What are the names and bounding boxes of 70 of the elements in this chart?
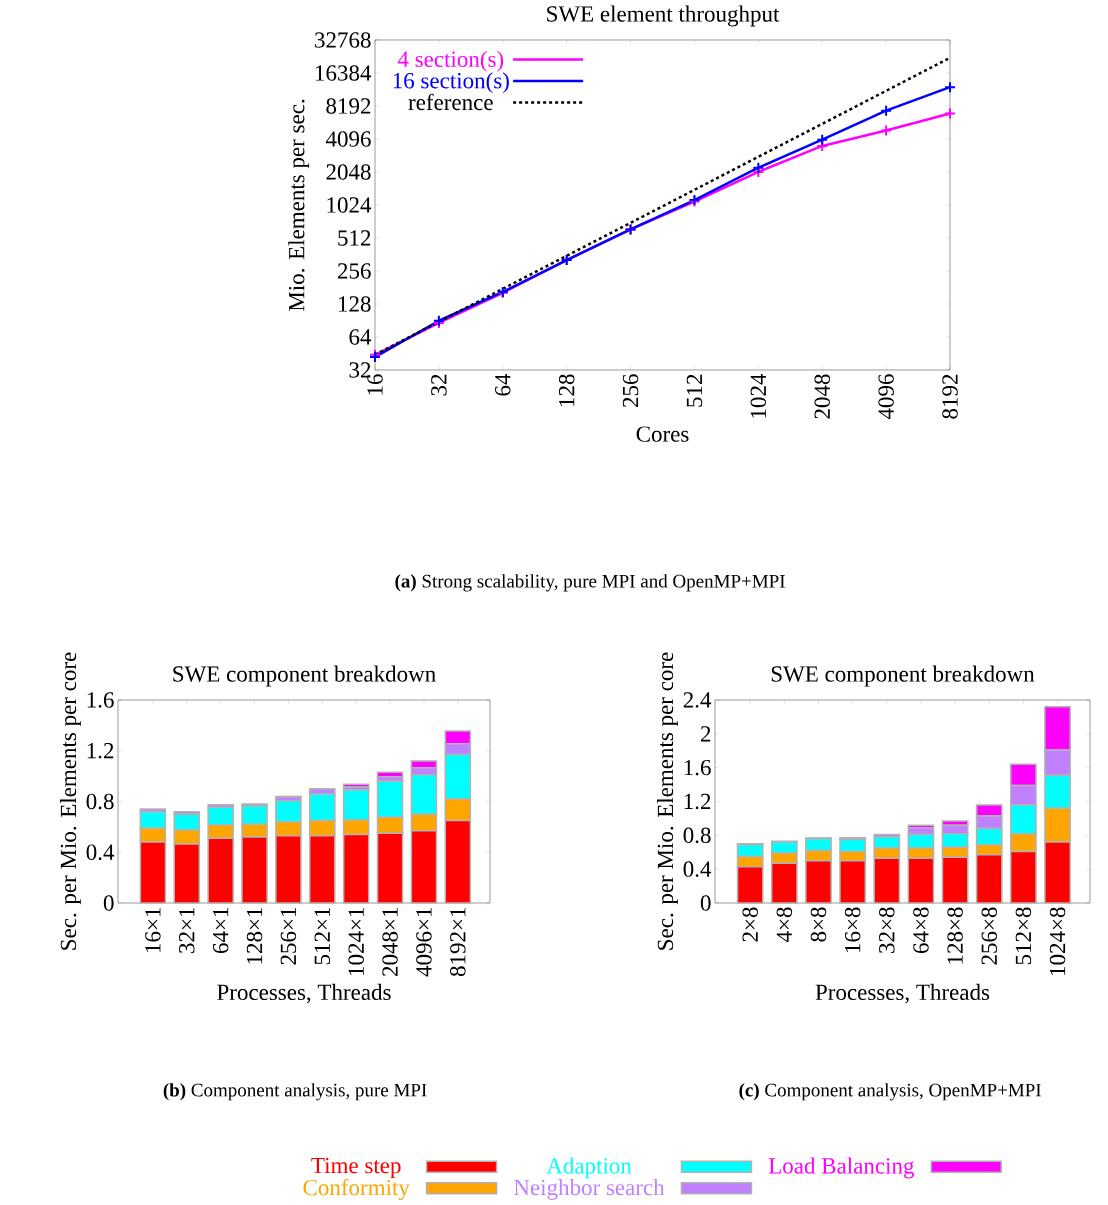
text: 16 section(s) [393, 72, 509, 94]
legend-label: Adaption [546, 1157, 632, 1179]
legend-label: Time step [311, 1157, 401, 1178]
x-tick-label: 1024×8 [1049, 907, 1066, 975]
x-tick-label: 8192×1 [450, 907, 466, 977]
text: reference [408, 93, 493, 111]
x-tick-label: 32×8 [879, 907, 895, 953]
text: (c) Component analysis, OpenMP+MPI [739, 1083, 1041, 1101]
chart-title: SWE element throughput [547, 5, 780, 27]
chart-title: SWE component breakdown [771, 665, 1035, 687]
y-tick-label: 1.6 [684, 759, 711, 776]
y-tick-label: 16384 [315, 65, 372, 81]
x-tick-label: 256 [622, 374, 639, 408]
y-tick-label: 0 [700, 895, 711, 911]
y-tick-label: 512 [338, 230, 371, 246]
text: 4 section(s) [397, 50, 504, 72]
x-tick-label: 16×1 [145, 907, 161, 952]
x-tick-label: 128×1 [246, 907, 263, 964]
x-tick-label: 256×1 [280, 907, 297, 965]
y-tick-label: 1.2 [87, 742, 114, 759]
x-tick-label: 2048×1 [382, 907, 398, 976]
x-tick-label: 64×1 [212, 907, 229, 954]
text: (a) Strong scalability, pure MPI and OpenMP+MPI [395, 574, 785, 592]
x-tick-label: 512×1 [314, 907, 331, 965]
y-tick-label: 0.4 [683, 861, 712, 877]
text: (b) Component analysis, pure MPI [163, 1083, 427, 1101]
x-tick-label: 2×8 [742, 907, 758, 942]
x-axis-title: Processes, Threads [217, 983, 391, 1004]
x-tick-label: 64×8 [913, 907, 929, 954]
x-axis-title: Cores [636, 426, 689, 442]
y-tick-label: 8192 [326, 98, 371, 114]
y-tick-label: 1.2 [684, 793, 711, 810]
x-tick-label: 64 [495, 373, 511, 396]
y-tick-label: 256 [337, 263, 371, 279]
legend-label: Neighbor search [514, 1179, 665, 1200]
y-tick-label: 2.4 [683, 692, 712, 708]
y-tick-label: 4096 [325, 131, 371, 147]
y-tick-label: 64 [349, 329, 372, 345]
y-tick-label: 0.4 [86, 844, 115, 861]
x-tick-label: 4096×1 [416, 907, 432, 977]
y-axis-title: Mio. Elements per sec. [288, 99, 310, 311]
y-tick-label: 128 [338, 296, 371, 312]
x-tick-label: 8×8 [810, 907, 827, 942]
x-tick-label: 512×8 [1015, 907, 1032, 965]
chart-title: SWE component breakdown [173, 665, 436, 687]
x-tick-label: 8192 [942, 374, 958, 419]
y-tick-label: 0 [103, 895, 114, 911]
y-axis-title: Sec. per Mio. Elements per core [656, 652, 678, 950]
y-tick-label: 1.6 [87, 692, 114, 708]
x-tick-label: 32×1 [179, 907, 195, 953]
y-tick-label: 2048 [326, 164, 371, 180]
legend-label: Load Balancing [768, 1157, 915, 1179]
x-tick-label: 32 [431, 374, 447, 396]
x-axis-title: Processes, Threads [815, 983, 990, 1004]
x-tick-label: 16×8 [844, 907, 861, 952]
x-tick-label: 128×8 [947, 907, 963, 964]
x-tick-label: 2048 [814, 374, 830, 419]
y-tick-label: 1024 [327, 197, 372, 213]
x-tick-label: 4×8 [776, 907, 793, 943]
x-tick-label: 1024 [750, 373, 767, 418]
y-axis-title: Sec. per Mio. Elements per core [59, 652, 81, 950]
y-tick-label: 0.8 [683, 827, 711, 844]
y-tick-label: 0.8 [86, 793, 114, 810]
x-tick-label: 128 [558, 374, 575, 406]
legend-label: Conformity [303, 1178, 410, 1201]
y-tick-label: 32768 [315, 32, 371, 48]
x-tick-label: 1024×1 [348, 907, 364, 975]
x-tick-label: 256×8 [981, 907, 997, 965]
y-tick-label: 2 [700, 726, 711, 742]
x-tick-label: 4096 [878, 374, 894, 420]
